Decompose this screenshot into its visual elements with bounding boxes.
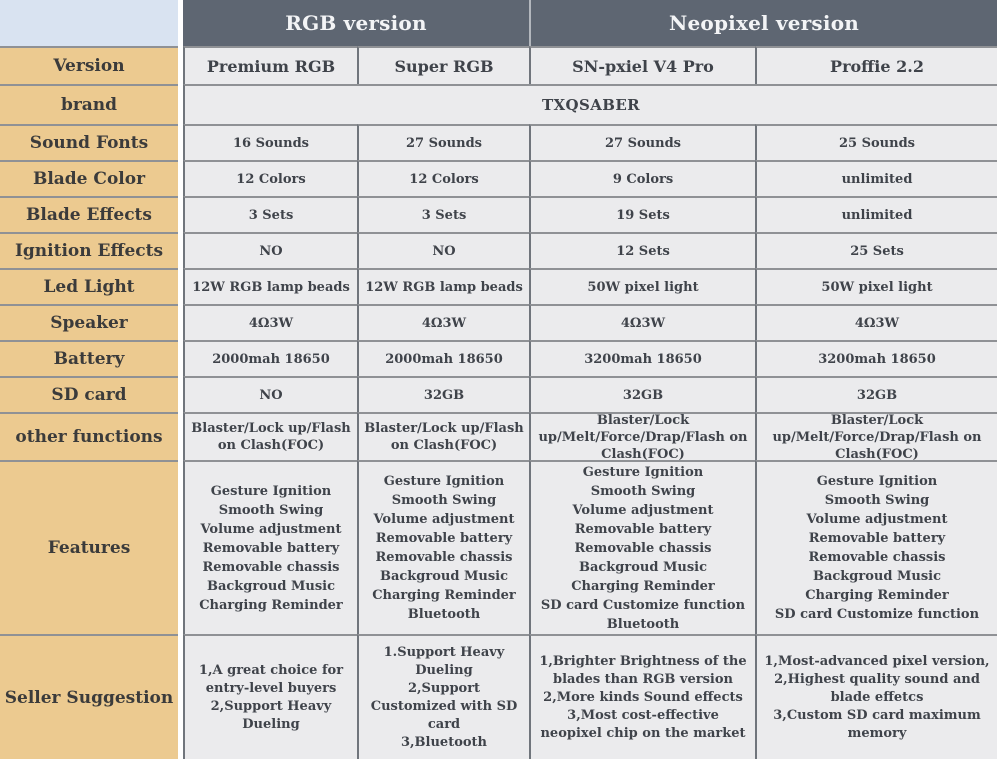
row-label-features: Features — [0, 460, 178, 634]
spec-cell: 27 Sounds — [357, 124, 529, 160]
features-cell: Gesture Ignition Smooth Swing Volume adj… — [529, 460, 755, 634]
version-cell-premium-rgb: Premium RGB — [183, 46, 357, 84]
seller-suggestion-cell: 1.Support Heavy Dueling 2,Support Custom… — [357, 634, 529, 759]
spec-cell: 3200mah 18650 — [529, 340, 755, 376]
spec-cell: NO — [183, 232, 357, 268]
spec-cell: unlimited — [755, 160, 997, 196]
spec-cell: 32GB — [755, 376, 997, 412]
brand-value: TXQSABER — [183, 84, 997, 124]
version-cell-proffie-2-2: Proffie 2.2 — [755, 46, 997, 84]
group-header-neopixel: Neopixel version — [529, 0, 997, 46]
row-label-seller-suggestion: Seller Suggestion — [0, 634, 178, 759]
spec-cell: 3200mah 18650 — [755, 340, 997, 376]
row-label-blade-color: Blade Color — [0, 160, 178, 196]
spec-cell: 16 Sounds — [183, 124, 357, 160]
row-label-other-functions: other functions — [0, 412, 178, 460]
spec-cell: 4Ω3W — [357, 304, 529, 340]
row-label-sd-card: SD card — [0, 376, 178, 412]
spec-cell: 4Ω3W — [183, 304, 357, 340]
seller-suggestion-cell: 1,Most-advanced pixel version, 2,Highest… — [755, 634, 997, 759]
row-label-led-light: Led Light — [0, 268, 178, 304]
spec-cell: 4Ω3W — [755, 304, 997, 340]
group-header-rgb: RGB version — [183, 0, 529, 46]
row-label-brand: brand — [0, 84, 178, 124]
row-label-ignition-effects: Ignition Effects — [0, 232, 178, 268]
row-label-version: Version — [0, 46, 178, 84]
features-cell: Gesture Ignition Smooth Swing Volume adj… — [357, 460, 529, 634]
spec-cell: 25 Sounds — [755, 124, 997, 160]
row-label-speaker: Speaker — [0, 304, 178, 340]
spec-cell: 12W RGB lamp beads — [357, 268, 529, 304]
spec-cell: NO — [183, 376, 357, 412]
spec-cell: 12 Sets — [529, 232, 755, 268]
seller-suggestion-cell: 1,Brighter Brightness of the blades than… — [529, 634, 755, 759]
spec-cell: 2000mah 18650 — [183, 340, 357, 376]
spec-cell: 2000mah 18650 — [357, 340, 529, 376]
spec-cell: 50W pixel light — [755, 268, 997, 304]
version-cell-sn-pxiel-v4-pro: SN-pxiel V4 Pro — [529, 46, 755, 84]
spec-cell: 32GB — [357, 376, 529, 412]
features-cell: Gesture Ignition Smooth Swing Volume adj… — [183, 460, 357, 634]
spec-cell: 3 Sets — [183, 196, 357, 232]
seller-suggestion-cell: 1,A great choice for entry-level buyers … — [183, 634, 357, 759]
row-label-battery: Battery — [0, 340, 178, 376]
row-label-sound-fonts: Sound Fonts — [0, 124, 178, 160]
spec-cell: Blaster/Lock up/Flash on Clash(FOC) — [183, 412, 357, 460]
spec-cell: 50W pixel light — [529, 268, 755, 304]
spec-cell: 25 Sets — [755, 232, 997, 268]
spec-cell: unlimited — [755, 196, 997, 232]
spec-cell: 19 Sets — [529, 196, 755, 232]
spec-cell: NO — [357, 232, 529, 268]
spec-cell: 12W RGB lamp beads — [183, 268, 357, 304]
spec-cell: 32GB — [529, 376, 755, 412]
spec-cell: 12 Colors — [357, 160, 529, 196]
spec-cell: 9 Colors — [529, 160, 755, 196]
row-label-blade-effects: Blade Effects — [0, 196, 178, 232]
spec-cell: Blaster/Lock up/Melt/Force/Drap/Flash on… — [529, 412, 755, 460]
features-cell: Gesture Ignition Smooth Swing Volume adj… — [755, 460, 997, 634]
spec-cell: 12 Colors — [183, 160, 357, 196]
corner-cell — [0, 0, 178, 46]
spec-cell: 3 Sets — [357, 196, 529, 232]
spec-cell: 4Ω3W — [529, 304, 755, 340]
version-cell-super-rgb: Super RGB — [357, 46, 529, 84]
spec-cell: 27 Sounds — [529, 124, 755, 160]
spec-cell: Blaster/Lock up/Melt/Force/Drap/Flash on… — [755, 412, 997, 460]
spec-cell: Blaster/Lock up/Flash on Clash(FOC) — [357, 412, 529, 460]
